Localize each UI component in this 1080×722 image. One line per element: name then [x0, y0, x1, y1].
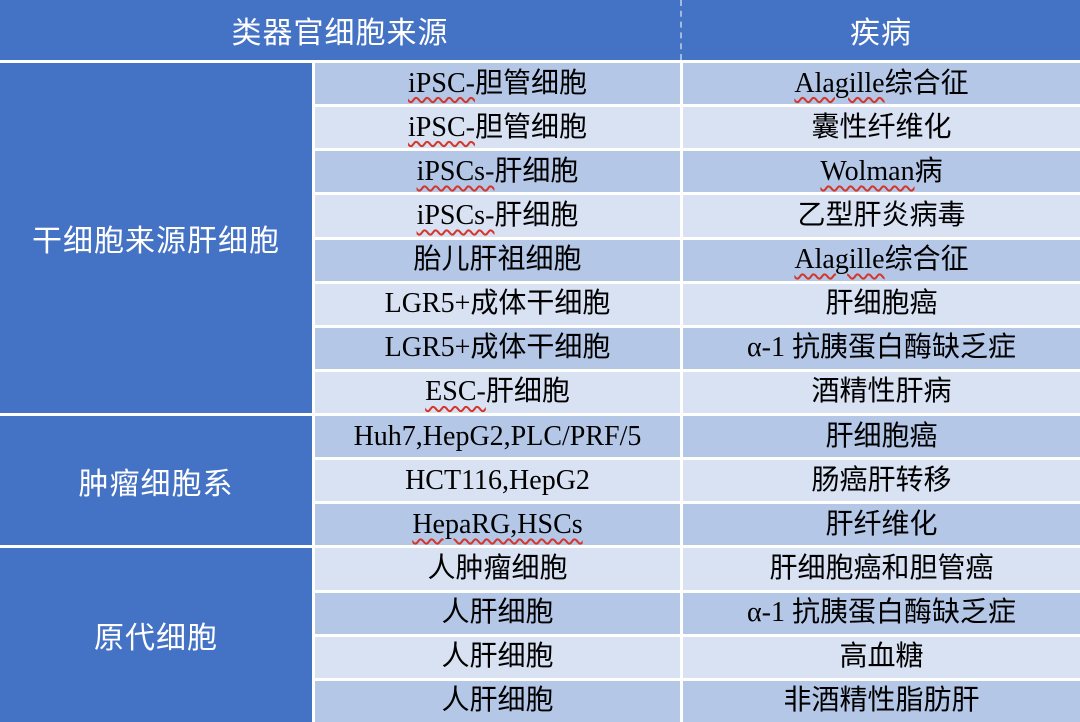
group-label-tumor-cell-lines: 肿瘤细胞系 [0, 416, 312, 546]
cell-text: 肝细胞 [485, 376, 570, 408]
cell-text: LGR5+成体干细胞 [384, 288, 611, 320]
source-cell: 胎儿肝祖细胞 [315, 239, 680, 281]
disease-cell: 肠癌肝转移 [683, 460, 1080, 502]
cell-text: 肝细胞 [494, 155, 579, 187]
cell-text: 胆管细胞 [474, 111, 587, 143]
cell-text: 人肿瘤细胞 [427, 553, 568, 585]
cell-text: 综合征 [884, 244, 969, 276]
disease-cell: Wolman 病 [683, 151, 1080, 193]
cell-text-spellcheck: iPSCs- [416, 155, 495, 187]
cell-text: 肝细胞 [494, 199, 579, 231]
disease-cell: 囊性纤维化 [683, 107, 1080, 149]
disease-cell: 高血糖 [683, 636, 1080, 678]
cell-text: LGR5+成体干细胞 [384, 332, 611, 364]
source-cell: 人肝细胞 [315, 636, 680, 678]
source-cell: 人肿瘤细胞 [315, 548, 680, 590]
cell-text-spellcheck: iPSC- [408, 111, 475, 143]
cell-text: 非酒精性脂肪肝 [783, 685, 980, 717]
disease-cell: 乙型肝炎病毒 [683, 195, 1080, 237]
cell-text: 胆管细胞 [474, 67, 587, 99]
cell-text: 胎儿肝祖细胞 [413, 244, 582, 276]
header-cell-disease: 疾病 [680, 0, 1080, 60]
cell-text-spellcheck: iPSC- [408, 67, 475, 99]
cell-text-spellcheck: Wolman [820, 155, 915, 187]
cell-text: 病 [914, 155, 943, 187]
source-cell: LGR5+成体干细胞 [315, 283, 680, 325]
cell-text: Huh7,HepG2,PLC/PRF/5 [353, 420, 642, 452]
cell-text: 酒精性肝病 [811, 376, 952, 408]
cell-text: 肝细胞癌和胆管癌 [769, 553, 994, 585]
cell-text: 人肝细胞 [441, 685, 554, 717]
disease-cell: Alagille 综合征 [683, 63, 1080, 105]
cell-text: 人肝细胞 [441, 641, 554, 673]
disease-cell: α-1 抗胰蛋白酶缺乏症 [683, 327, 1080, 369]
cell-text: 乙型肝炎病毒 [797, 199, 966, 231]
disease-cell: 肝纤维化 [683, 504, 1080, 546]
cell-text: 肝细胞癌 [825, 288, 938, 320]
cell-text-spellcheck: Alagille [794, 67, 885, 99]
disease-cell: 酒精性肝病 [683, 371, 1080, 414]
source-cell: LGR5+成体干细胞 [315, 327, 680, 369]
group-label-stem-cell-derived: 干细胞来源肝细胞 [0, 63, 312, 414]
cell-text-spellcheck: HepaRG,HSCs [412, 508, 583, 540]
disease-cell: 肝细胞癌和胆管癌 [683, 548, 1080, 590]
source-cell: 人肝细胞 [315, 680, 680, 722]
header-cell-source: 类器官细胞来源 [231, 17, 449, 50]
cell-text-spellcheck: iPSCs- [416, 199, 495, 231]
table-header-row: 类器官细胞来源 疾病 [0, 0, 1080, 60]
cell-text: α-1 抗胰蛋白酶缺乏症 [747, 597, 1016, 629]
disease-cell: 非酒精性脂肪肝 [683, 680, 1080, 722]
source-cell: iPSCs- 肝细胞 [315, 195, 680, 237]
cell-text-spellcheck: ESC- [425, 376, 486, 408]
cell-text: HCT116,HepG2 [405, 464, 590, 496]
source-cell: iPSC- 胆管细胞 [315, 63, 680, 105]
disease-cell: α-1 抗胰蛋白酶缺乏症 [683, 592, 1080, 634]
source-cell: HepaRG,HSCs [315, 504, 680, 546]
source-cell: iPSCs- 肝细胞 [315, 151, 680, 193]
cell-text: 人肝细胞 [441, 597, 554, 629]
cell-text: α-1 抗胰蛋白酶缺乏症 [747, 332, 1016, 364]
cell-text: 囊性纤维化 [811, 111, 952, 143]
source-cell: 人肝细胞 [315, 592, 680, 634]
disease-cell: Alagille 综合征 [683, 239, 1080, 281]
source-cell: HCT116,HepG2 [315, 460, 680, 502]
cell-text-spellcheck: Alagille [794, 244, 885, 276]
cell-text: 高血糖 [839, 641, 924, 673]
group-label-primary-cells: 原代细胞 [0, 548, 312, 722]
source-cell: iPSC- 胆管细胞 [315, 107, 680, 149]
cell-text: 肠癌肝转移 [811, 464, 952, 496]
disease-cell: 肝细胞癌 [683, 416, 1080, 458]
cell-text: 肝纤维化 [825, 508, 938, 540]
source-cell: ESC- 肝细胞 [315, 371, 680, 414]
cell-text: 肝细胞癌 [825, 420, 938, 452]
disease-cell: 肝细胞癌 [683, 283, 1080, 325]
source-cell: Huh7,HepG2,PLC/PRF/5 [315, 416, 680, 458]
cell-text: 综合征 [884, 67, 969, 99]
